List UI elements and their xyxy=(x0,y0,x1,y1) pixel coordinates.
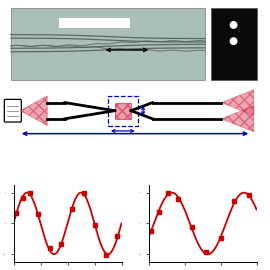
FancyBboxPatch shape xyxy=(4,99,21,122)
Bar xyxy=(11,8,205,80)
Circle shape xyxy=(230,38,237,45)
Polygon shape xyxy=(221,90,254,116)
Bar xyxy=(115,103,131,119)
Bar xyxy=(108,96,138,126)
Polygon shape xyxy=(221,106,254,132)
Circle shape xyxy=(230,22,237,28)
Bar xyxy=(211,8,256,80)
Bar xyxy=(59,18,130,28)
Polygon shape xyxy=(20,96,47,126)
